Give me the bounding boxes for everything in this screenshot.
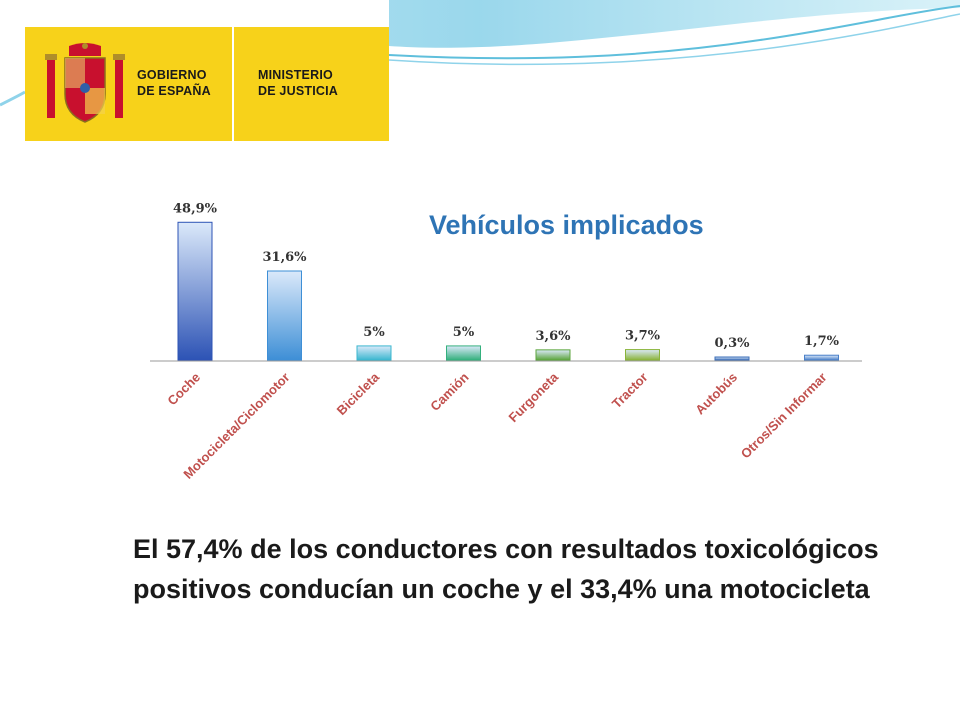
- category-label-6: Autobús: [692, 370, 740, 418]
- category-label-7: Otros/Sin Informar: [738, 370, 830, 462]
- government-logo: GOBIERNO DE ESPAÑA MINISTERIO DE JUSTICI…: [25, 27, 389, 141]
- category-label-5: Tractor: [609, 370, 651, 412]
- value-label-6: 0,3%: [715, 336, 751, 351]
- category-label-4: Furgoneta: [506, 369, 562, 425]
- value-label-5: 3,7%: [625, 329, 661, 344]
- bar-0: [177, 221, 213, 361]
- bar-3: [446, 345, 481, 361]
- category-label-2: Bicicleta: [334, 369, 383, 418]
- chart-title: Vehículos implicados: [429, 210, 704, 240]
- value-label-7: 1,7%: [804, 334, 840, 349]
- bar-4: [535, 349, 571, 361]
- logo-divider: [232, 27, 234, 141]
- bar-6: [714, 356, 750, 361]
- bar-5: [625, 349, 660, 361]
- ministry-label: MINISTERIO DE JUSTICIA: [258, 68, 338, 98]
- bar-2: [356, 345, 392, 361]
- government-label: GOBIERNO DE ESPAÑA: [137, 68, 211, 98]
- category-label-0: Coche: [164, 370, 203, 409]
- value-label-1: 31,6%: [262, 250, 307, 265]
- footer-statement: El 57,4% de los conductores con resultad…: [133, 534, 879, 604]
- category-label-1: Motocicleta/Ciclomotor: [180, 370, 292, 482]
- value-label-2: 5%: [363, 325, 385, 340]
- category-label-3: Camión: [427, 369, 471, 413]
- bar-7: [804, 354, 839, 361]
- value-label-4: 3,6%: [536, 329, 572, 344]
- header-wave-decoration: [0, 0, 960, 107]
- value-label-3: 5%: [453, 325, 475, 340]
- coat-of-arms-icon: [45, 43, 125, 123]
- bar-1: [267, 270, 302, 361]
- value-label-0: 48,9%: [173, 201, 218, 216]
